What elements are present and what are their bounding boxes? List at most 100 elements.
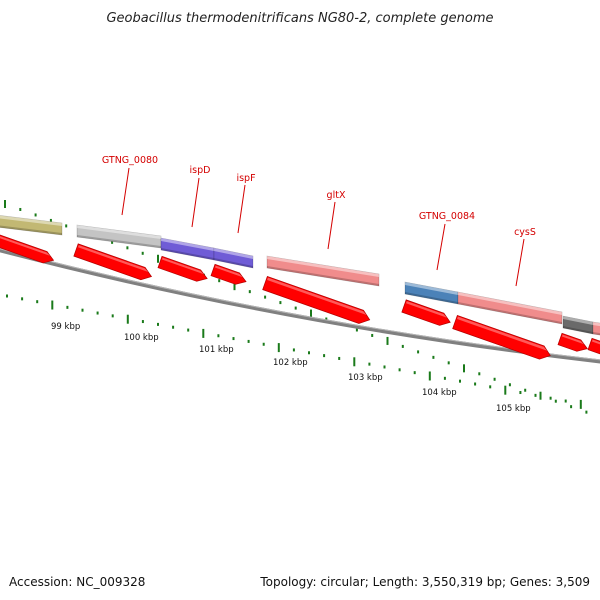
cds-arrow-4	[210, 263, 247, 285]
scale-tick	[383, 365, 386, 369]
cds-arrow-6	[401, 299, 451, 326]
callout-line	[327, 201, 336, 250]
upper-tick	[264, 295, 267, 299]
scale-tick	[459, 379, 461, 383]
scale-tick	[247, 339, 250, 343]
upper-tick	[141, 251, 144, 255]
upper-tick	[478, 372, 481, 376]
gene-callout-lines	[121, 167, 525, 287]
scale-tick	[232, 337, 235, 341]
scale-tick	[489, 385, 492, 389]
cds-arrow-9	[587, 337, 600, 355]
cds-arrow-7	[452, 314, 551, 360]
gene-label-gtng-0080: GTNG_0080	[102, 155, 158, 166]
scale-label-103: 103 kbp	[348, 373, 383, 383]
gene-feature-track	[0, 215, 600, 336]
scale-tick	[96, 311, 99, 315]
upper-tick	[432, 355, 435, 359]
upper-tick	[310, 309, 312, 318]
upper-tick	[554, 399, 557, 403]
scale-tick	[504, 385, 507, 395]
cds-arrow-3	[157, 255, 208, 282]
scale-tick	[172, 325, 175, 329]
gene-label-ispf: ispF	[236, 173, 255, 184]
gene-block-cyss	[457, 291, 563, 325]
upper-tick	[447, 361, 450, 365]
scale-labels: 99 kbp 100 kbp 101 kbp 102 kbp 103 kbp 1…	[51, 322, 531, 414]
scale-tick	[353, 357, 356, 367]
scale-label-99: 99 kbp	[51, 322, 80, 332]
scale-tick	[111, 314, 114, 318]
callout-line	[436, 223, 446, 271]
scale-tick	[36, 300, 39, 304]
callout-line	[237, 184, 246, 234]
scale-tick	[262, 342, 265, 346]
gene-block-gltx	[266, 255, 380, 287]
scale-tick	[141, 320, 144, 324]
scale-tick	[323, 354, 326, 358]
scale-label-104: 104 kbp	[422, 388, 457, 398]
scale-tick	[443, 376, 446, 380]
scale-label-105: 105 kbp	[496, 404, 531, 414]
scale-tick	[51, 300, 54, 310]
scale-tick	[21, 297, 24, 301]
scale-tick	[368, 362, 371, 366]
cds-arrow-2	[73, 243, 153, 281]
cds-arrow-5	[262, 275, 371, 324]
upper-tick	[279, 301, 282, 305]
callout-line	[515, 238, 525, 287]
upper-tick	[218, 279, 221, 283]
scale-tick	[534, 393, 537, 397]
gene-label-gltx: gltX	[327, 190, 346, 201]
scale-tick	[187, 328, 190, 332]
upper-tick	[325, 317, 328, 321]
upper-tick	[585, 410, 588, 414]
scale-tick	[81, 308, 84, 312]
gene-block-ispf	[213, 247, 254, 269]
gene-label-cyss: cysS	[514, 227, 536, 238]
upper-tick	[371, 333, 374, 337]
scale-label-100: 100 kbp	[124, 333, 159, 343]
cds-arrow-8	[557, 332, 588, 352]
gene-labels: GTNG_0080 ispD ispF gltX GTNG_0084 cysS	[102, 155, 536, 238]
scale-tick	[413, 371, 416, 375]
scale-tick	[202, 328, 205, 338]
upper-tick	[19, 207, 22, 211]
cds-arrow-1	[0, 233, 55, 264]
scale-tick	[217, 334, 220, 338]
scale-tick	[474, 382, 477, 386]
callout-line	[191, 177, 200, 228]
upper-tick	[248, 290, 251, 294]
upper-tick	[126, 246, 129, 250]
scale-label-102: 102 kbp	[273, 358, 308, 368]
upper-tick	[355, 328, 358, 332]
gene-block-salmon-edge	[592, 321, 600, 336]
scale-tick	[579, 399, 582, 409]
scale-tick	[157, 322, 159, 326]
scale-tick	[308, 351, 310, 355]
upper-tick	[65, 224, 68, 228]
upper-tick	[4, 200, 6, 208]
scale-tick	[66, 305, 69, 309]
cds-arrow-track	[0, 233, 600, 360]
scale-tick	[519, 391, 522, 395]
scale-tick	[428, 371, 431, 381]
gene-label-ispd: ispD	[190, 165, 211, 176]
gene-block-khaki	[0, 215, 63, 236]
upper-tick	[233, 282, 236, 291]
scale-tick-track	[6, 294, 582, 409]
upper-tick	[386, 336, 389, 345]
scale-tick	[398, 368, 401, 372]
upper-tick	[508, 383, 511, 387]
scale-tick	[292, 348, 295, 352]
upper-tick	[34, 213, 37, 217]
scale-tick	[338, 356, 341, 360]
upper-tick	[570, 405, 573, 409]
map-title: Geobacillus thermodenitrificans NG80-2, …	[106, 11, 493, 26]
gene-label-gtng-0084: GTNG_0084	[419, 211, 475, 222]
upper-tick	[524, 388, 527, 392]
scale-label-101: 101 kbp	[199, 345, 234, 355]
upper-tick	[417, 350, 420, 354]
upper-tick	[463, 364, 465, 373]
upper-tick	[157, 254, 159, 263]
